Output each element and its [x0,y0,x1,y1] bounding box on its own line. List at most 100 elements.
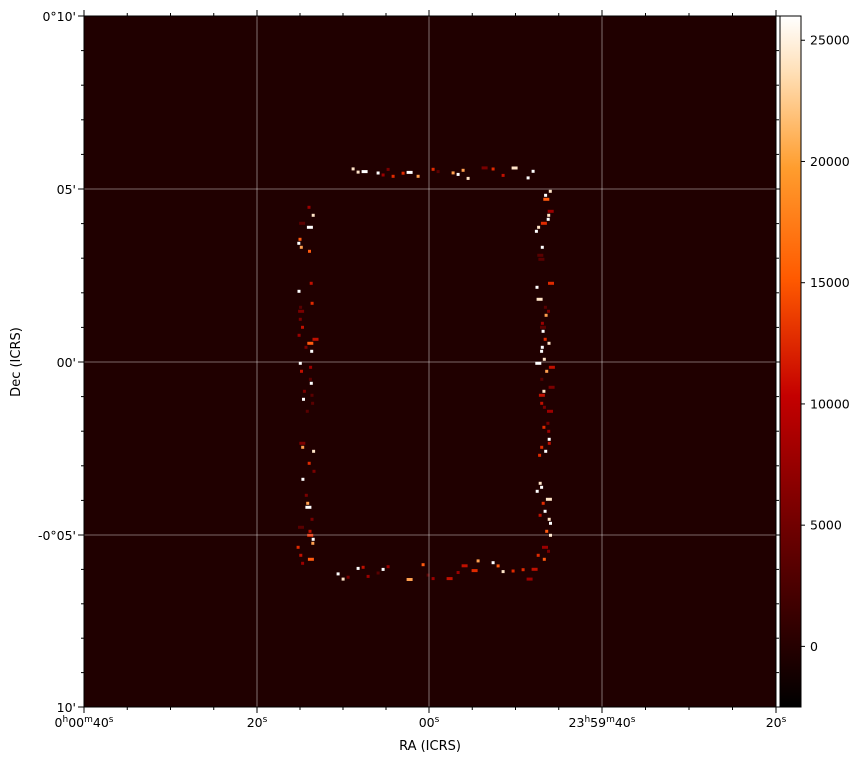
pixel [309,365,313,369]
pixel [471,569,478,573]
pixel [542,405,546,409]
pixel [481,166,488,170]
pixel [531,567,538,571]
pixel [546,217,550,221]
y-tick-label: -0°05' [38,528,76,543]
pixel [307,461,311,465]
pixel [540,245,544,249]
pixel [301,561,305,565]
pixel [547,213,551,217]
pixel [547,437,551,441]
pixel [305,505,312,509]
pixel [544,449,548,453]
pixel [431,167,435,171]
pixel [310,393,314,397]
pixel [309,281,313,285]
pixel [302,389,306,393]
colorbar [779,15,802,708]
y-tick-label: 05' [57,182,76,197]
pixel [536,553,540,557]
pixel [540,377,544,381]
pixel [298,361,302,365]
pixel [312,337,319,341]
pixel [301,477,305,481]
pixel [543,197,550,201]
pixel [466,176,470,180]
pixel [381,173,385,177]
pixel [540,345,544,349]
y-tick-label: 10' [57,700,76,715]
pixel [537,225,541,229]
pixel [361,565,365,569]
pixel [381,567,385,571]
pixel [545,369,549,373]
pixel [406,578,413,581]
pixel [351,167,355,171]
pixel [535,489,539,493]
pixel [456,571,460,574]
pixel [416,174,420,178]
pixel [548,281,554,285]
pixel [461,564,468,568]
pixel [476,559,480,563]
pixel [299,441,306,445]
x-tick-labels: 0h00m40s 20s 00s 23h59m40s 20s [55,715,787,730]
pixel [307,205,311,209]
x-tick-label: 20s [247,715,268,730]
pixel [542,545,548,549]
pixel [311,213,315,217]
pixel [540,401,544,405]
pixel [299,221,306,225]
pixel [542,557,546,561]
pixel [541,329,545,333]
pixel [386,565,390,569]
pixel [547,341,551,345]
pixel [491,167,495,171]
pixel [300,369,303,373]
pixel [538,481,542,485]
pixel [336,572,340,576]
pixel [376,571,380,575]
pixel [511,166,518,170]
pixel [538,453,542,457]
pixel [306,225,313,229]
pixel [436,170,440,174]
pixel [538,513,542,517]
pixel [299,245,303,249]
pixel [491,561,495,565]
pixel [301,445,305,449]
colorbar-tick-label: 10000 [810,396,850,411]
y-tick-labels: 0°10' 05' 00' -0°05' 10' [38,9,76,715]
pixel [547,441,551,445]
pixel [547,549,550,553]
pixel [306,501,310,505]
x-axis-title: RA (ICRS) [399,739,461,754]
pixel [308,529,312,533]
pixel [501,173,505,177]
coordinate-grid [84,16,776,707]
pixel [542,389,546,393]
pixel [346,575,350,579]
pixel [311,541,315,545]
y-axis-title: Dec (ICRS) [9,327,24,397]
pixel [526,176,530,180]
pixel [308,377,312,381]
pixel [304,493,308,497]
colorbar-tick-label: 15000 [810,275,850,290]
pixel [535,361,542,365]
pixel [305,409,309,413]
colorbar-ticks: 0 5000 10000 15000 20000 25000 [801,33,850,654]
pixel [544,193,548,197]
pixel [356,566,360,570]
pixel [308,249,311,253]
pixel [547,309,550,313]
pixel [538,393,545,397]
pixel [545,497,552,501]
pixel [547,409,553,413]
pixel [538,257,545,261]
pixel [543,337,547,341]
pixel [297,241,301,245]
pixel [298,317,302,321]
pixel [401,171,405,175]
